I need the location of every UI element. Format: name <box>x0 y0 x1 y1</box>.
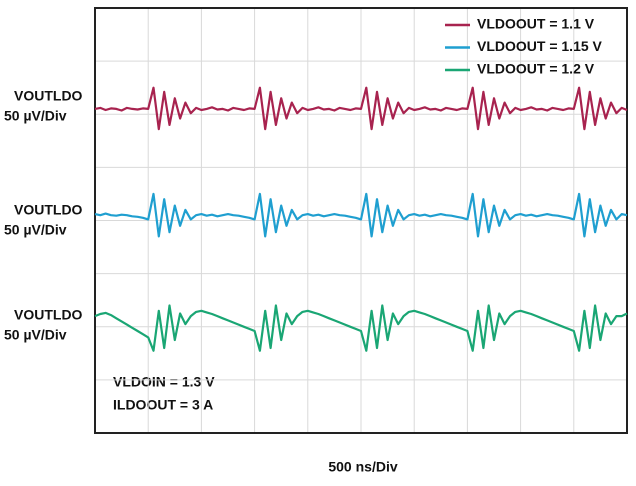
channel-scale: 50 µV/Div <box>4 108 67 124</box>
channel-scale: 50 µV/Div <box>4 327 67 343</box>
annotation: VLDOIN = 1.3 V <box>113 374 215 390</box>
channel-name: VOUTLDO <box>14 307 83 323</box>
legend-label: VLDOOUT = 1.2 V <box>477 61 595 77</box>
annotation: ILDOOUT = 3 A <box>113 397 213 413</box>
channel-scale: 50 µV/Div <box>4 222 67 238</box>
channel-name: VOUTLDO <box>14 88 83 104</box>
waveform <box>94 304 628 352</box>
plot-frame <box>94 7 628 434</box>
legend-label: VLDOOUT = 1.1 V <box>477 16 595 32</box>
waveform <box>94 86 628 131</box>
waveform <box>94 192 628 238</box>
channel-name: VOUTLDO <box>14 202 83 218</box>
legend-label: VLDOOUT = 1.15 V <box>477 38 603 54</box>
x-axis-label: 500 ns/Div <box>328 459 397 475</box>
